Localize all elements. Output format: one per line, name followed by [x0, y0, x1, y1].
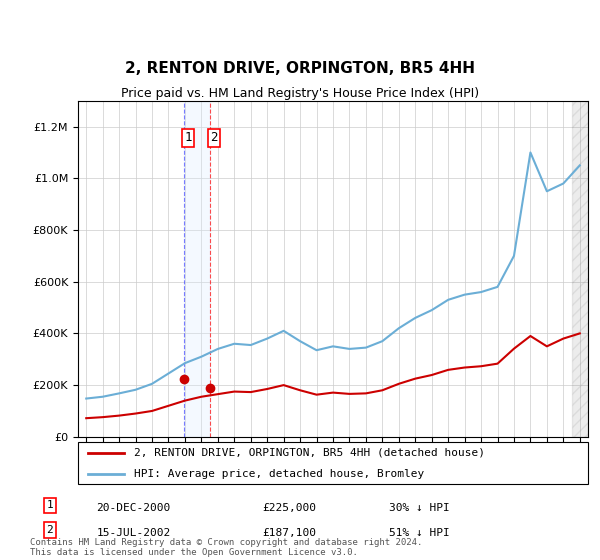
- Bar: [572, 101, 588, 437]
- Text: £225,000: £225,000: [262, 503, 316, 514]
- Text: 2, RENTON DRIVE, ORPINGTON, BR5 4HH (detached house): 2, RENTON DRIVE, ORPINGTON, BR5 4HH (det…: [134, 448, 485, 458]
- Bar: [184, 101, 210, 437]
- Text: 30% ↓ HPI: 30% ↓ HPI: [389, 503, 449, 514]
- Text: Contains HM Land Registry data © Crown copyright and database right 2024.
This d: Contains HM Land Registry data © Crown c…: [30, 538, 422, 557]
- FancyBboxPatch shape: [78, 442, 588, 484]
- Text: HPI: Average price, detached house, Bromley: HPI: Average price, detached house, Brom…: [134, 469, 424, 479]
- Text: 1: 1: [47, 501, 53, 511]
- Text: 20-DEC-2000: 20-DEC-2000: [96, 503, 170, 514]
- Text: Price paid vs. HM Land Registry's House Price Index (HPI): Price paid vs. HM Land Registry's House …: [121, 87, 479, 100]
- Text: 2, RENTON DRIVE, ORPINGTON, BR5 4HH: 2, RENTON DRIVE, ORPINGTON, BR5 4HH: [125, 60, 475, 76]
- Text: 15-JUL-2002: 15-JUL-2002: [96, 528, 170, 538]
- Text: £187,100: £187,100: [262, 528, 316, 538]
- Text: 2: 2: [210, 131, 218, 144]
- Text: 2: 2: [47, 525, 53, 535]
- Text: 51% ↓ HPI: 51% ↓ HPI: [389, 528, 449, 538]
- Text: 1: 1: [184, 131, 192, 144]
